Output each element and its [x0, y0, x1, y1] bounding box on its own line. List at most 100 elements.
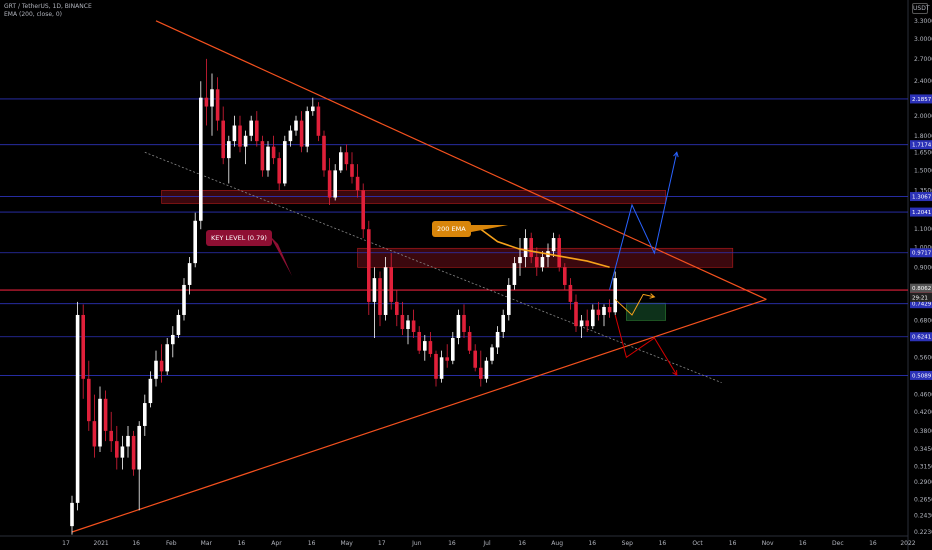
candle-body [137, 425, 141, 470]
bullish-path [609, 152, 678, 290]
candle-body [602, 307, 606, 315]
candle-body [395, 301, 399, 315]
indicator-line[interactable]: EMA (200, close, 0) [4, 11, 63, 18]
candle-body [372, 278, 377, 302]
candle-body [221, 120, 225, 159]
y-tick-label: 0.2230 [914, 529, 932, 536]
candle-body [243, 135, 248, 147]
x-tick-label: Sep [622, 540, 634, 547]
x-tick-label: May [340, 540, 353, 547]
candle-body [507, 284, 511, 315]
ema-annotation[interactable]: 200 EMA [432, 221, 471, 237]
candle-body [585, 320, 589, 327]
candle-body [238, 125, 242, 147]
candle-body [148, 378, 153, 404]
key-level-pointer [270, 236, 292, 276]
x-tick-label: 16 [729, 540, 737, 547]
candle-body [271, 146, 276, 159]
level-badge: 1.7174 [912, 143, 932, 149]
countdown-badge-bg [910, 292, 932, 302]
candle-body [439, 357, 444, 379]
candle-body [591, 309, 595, 327]
candle-body [92, 421, 97, 447]
candle-body [383, 267, 388, 315]
ema-200-line [480, 228, 610, 269]
x-tick-label: 16 [799, 540, 807, 547]
level-badge-bg [910, 140, 932, 150]
candle-body [423, 341, 427, 351]
candle-body [120, 446, 125, 458]
symbol-line[interactable]: GRT / TetherUS, 1D, BINANCE [4, 3, 92, 10]
level-badge-bg [910, 192, 932, 202]
candle-body [355, 176, 360, 191]
y-tick-label: 1.1000 [914, 226, 932, 233]
candle-body [193, 220, 197, 264]
x-tick-label: 2021 [93, 540, 108, 547]
x-tick-label: Nov [762, 540, 774, 547]
candle-body [260, 141, 265, 171]
candle-body [81, 314, 85, 379]
candle-body [176, 314, 181, 335]
x-tick-label: 16 [238, 540, 246, 547]
candle-body [428, 341, 433, 354]
candle-body [327, 170, 332, 198]
candle-body [143, 403, 147, 426]
candle-body [277, 158, 281, 184]
neutral-path [614, 293, 655, 316]
candle-body [255, 120, 259, 142]
candle-body [344, 152, 349, 165]
x-tick-label: 16 [448, 540, 456, 547]
candle-body [70, 502, 74, 527]
current-price-badge-bg [910, 283, 932, 293]
x-tick-label: Jul [482, 540, 491, 547]
level-badge-bg [910, 370, 932, 380]
countdown-badge: 29:21 [912, 295, 928, 301]
candle-body [98, 398, 102, 447]
chart-legend: GRT / TetherUS, 1D, BINANCE EMA (200, cl… [4, 3, 92, 19]
x-tick-label: 16 [659, 540, 667, 547]
candle-body [417, 331, 421, 351]
key-level-annotation[interactable]: KEY LEVEL (0.79) [206, 230, 272, 246]
candle-body [333, 170, 337, 198]
level-badge-bg [910, 248, 932, 258]
candle-body [109, 430, 113, 442]
zone-2 [626, 302, 666, 321]
candle-body [75, 314, 80, 503]
candle-body [154, 360, 158, 379]
candle-body [473, 350, 477, 368]
candle-body [316, 106, 321, 136]
candle-body [131, 435, 136, 470]
x-tick-label: 16 [308, 540, 316, 547]
currency-label[interactable]: USDT [912, 3, 930, 14]
level-badge-bg [910, 94, 932, 104]
x-tick-label: 16 [869, 540, 877, 547]
candle-body [479, 367, 483, 379]
candle-body [574, 301, 578, 327]
candle-body [400, 314, 405, 330]
y-tick-label: 2.4000 [914, 78, 932, 85]
candle-body [126, 435, 130, 447]
level-badge: 0.7429 [912, 302, 932, 308]
level-badge-bg [910, 332, 932, 342]
x-tick-label: 16 [132, 540, 140, 547]
candle-body [87, 378, 91, 422]
candle-body [232, 125, 237, 142]
candle-body [283, 141, 287, 184]
ema-pointer [466, 225, 508, 233]
candle-body [115, 441, 119, 458]
candle-body [540, 257, 545, 268]
level-badge: 0.9717 [912, 251, 932, 257]
candle-body [406, 320, 410, 330]
candle-body [294, 120, 298, 131]
candle-body [187, 263, 192, 285]
